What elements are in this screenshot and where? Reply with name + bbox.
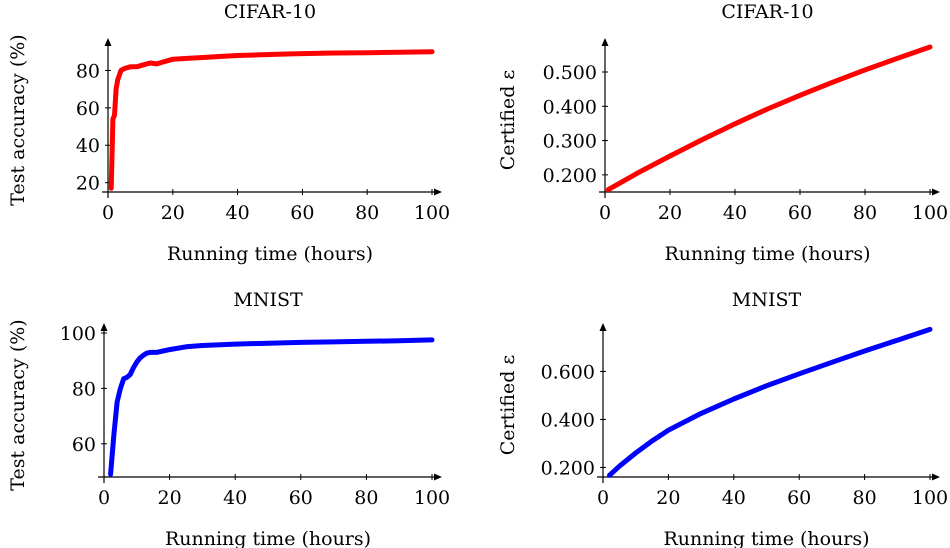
chart-panel-3: MNIST 0 20 40 60 80 100 60 80 100 Running time (ho… <box>7 289 450 548</box>
chart-title: CIFAR-10 <box>721 1 813 23</box>
y-axis-arrow <box>600 323 607 331</box>
x-tick-label: 80 <box>355 202 379 224</box>
y-tick-label: 0.200 <box>541 457 595 479</box>
x-tick-label: 100 <box>912 202 948 224</box>
chart-panel-4: MNIST 0 20 40 60 80 100 0.200 0.400 0.600 Running … <box>497 289 948 548</box>
x-axis-label: Running time (hours) <box>165 528 371 548</box>
x-tick-label: 60 <box>290 202 314 224</box>
y-tick-label: 60 <box>76 98 100 120</box>
x-tick-label: 80 <box>853 487 877 509</box>
series-line <box>610 329 931 475</box>
chart-title: MNIST <box>732 289 802 311</box>
y-tick-label: 0.600 <box>541 361 595 383</box>
y-tick-label: 80 <box>76 60 100 82</box>
x-tick-label: 40 <box>226 202 250 224</box>
chart-title: CIFAR-10 <box>224 1 316 23</box>
y-tick-label: 100 <box>60 323 96 345</box>
x-tick-label: 20 <box>656 487 680 509</box>
x-tick-label: 40 <box>722 487 746 509</box>
x-tick-label: 40 <box>223 487 247 509</box>
y-tick-label: 0.400 <box>541 409 595 431</box>
y-tick-label: 40 <box>76 135 100 157</box>
x-tick-label: 100 <box>414 202 450 224</box>
chart-panel-2: CIFAR-10 0 20 40 60 80 100 0.200 0.300 0.400 0.500… <box>497 1 948 265</box>
y-tick-label: 60 <box>72 434 96 456</box>
x-tick-label: 0 <box>597 487 609 509</box>
y-tick-label: 0.200 <box>543 165 597 187</box>
x-tick-label: 20 <box>161 202 185 224</box>
y-axis-label: Test accuracy (%) <box>7 319 29 490</box>
y-tick-label: 20 <box>76 173 100 195</box>
x-tick-label: 60 <box>787 487 811 509</box>
x-axis-label: Running time (hours) <box>663 528 869 548</box>
x-tick-label: 20 <box>658 202 682 224</box>
x-axis-arrow <box>434 189 442 196</box>
y-tick-label: 0.300 <box>543 131 597 153</box>
x-axis-label: Running time (hours) <box>664 243 870 265</box>
x-tick-label: 60 <box>289 487 313 509</box>
x-tick-label: 80 <box>354 487 378 509</box>
x-tick-label: 0 <box>599 202 611 224</box>
y-axis-arrow <box>101 323 108 331</box>
x-tick-label: 0 <box>98 487 110 509</box>
x-axis-arrow <box>932 474 940 481</box>
series-line <box>111 52 432 189</box>
y-tick-label: 80 <box>72 378 96 400</box>
x-tick-label: 0 <box>102 202 114 224</box>
x-tick-label: 100 <box>912 487 948 509</box>
y-axis-arrow <box>602 38 609 46</box>
series-line <box>608 47 930 190</box>
chart-title: MNIST <box>233 289 303 311</box>
x-tick-label: 40 <box>723 202 747 224</box>
y-tick-label: 0.500 <box>543 62 597 84</box>
y-axis-arrow <box>105 38 112 46</box>
x-tick-label: 100 <box>414 487 450 509</box>
x-axis-arrow <box>932 189 940 196</box>
y-axis-label: Certified ε <box>497 355 519 456</box>
x-axis-arrow <box>434 474 442 481</box>
x-tick-label: 20 <box>158 487 182 509</box>
series-line <box>111 340 432 474</box>
y-axis-label: Certified ε <box>497 70 519 171</box>
y-axis-label: Test accuracy (%) <box>7 34 29 205</box>
x-tick-label: 80 <box>853 202 877 224</box>
x-tick-label: 60 <box>788 202 812 224</box>
x-axis-label: Running time (hours) <box>167 243 373 265</box>
y-tick-label: 0.400 <box>543 96 597 118</box>
